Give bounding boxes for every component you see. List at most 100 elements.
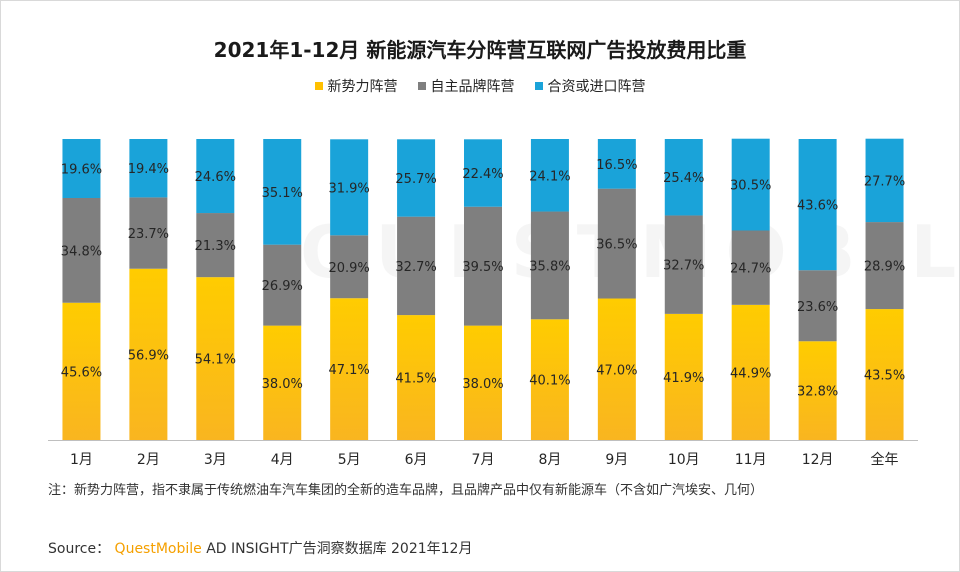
data-label: 28.9% bbox=[864, 260, 905, 275]
data-label: 43.5% bbox=[864, 369, 905, 384]
x-tick-label: 全年 bbox=[871, 451, 899, 468]
legend-swatch-new-forces bbox=[314, 82, 323, 90]
x-tick-label: 11月 bbox=[735, 452, 767, 468]
data-label: 32.7% bbox=[395, 260, 436, 275]
bar-segment bbox=[330, 139, 369, 236]
bar-segment bbox=[129, 197, 168, 269]
data-label: 21.3% bbox=[195, 239, 236, 254]
legend-label-joint-import: 合资或进口阵营 bbox=[547, 79, 646, 95]
legend-item-joint-import: 合资或进口阵营 bbox=[534, 76, 646, 96]
bar-segment bbox=[798, 139, 837, 271]
bar-segment bbox=[330, 298, 369, 440]
bar-segment bbox=[196, 139, 235, 214]
data-label: 47.1% bbox=[328, 363, 369, 378]
bar-segment bbox=[464, 325, 502, 440]
bar-segment bbox=[530, 211, 569, 320]
footnote: 注：新势力阵营，指不隶属于传统燃油车汽车集团的全新的造车品牌，且品牌产品中仅有新… bbox=[48, 483, 764, 498]
stacked-bar-chart: 45.6% 34.8% 19.6% 1月 56.9% 23.7% 19.4% 2月 54.1% 2… bbox=[48, 138, 918, 468]
source-rest: AD INSIGHT广告洞察数据库 2021年12月 bbox=[206, 541, 473, 557]
data-label: 44.9% bbox=[730, 366, 771, 381]
bar-segment bbox=[865, 138, 904, 223]
bar-segment bbox=[530, 319, 569, 440]
bar-segment bbox=[597, 139, 636, 189]
data-label: 24.1% bbox=[529, 169, 570, 184]
bar-segment bbox=[865, 309, 904, 440]
data-label: 31.9% bbox=[328, 181, 369, 196]
x-tick-label: 7月 bbox=[472, 452, 495, 468]
x-tick-label: 1月 bbox=[70, 452, 93, 468]
legend: 新势力阵营 自主品牌阵营 合资或进口阵营 bbox=[0, 76, 960, 96]
bar-segment bbox=[62, 302, 101, 440]
legend-label-new-forces: 新势力阵营 bbox=[327, 79, 398, 95]
bar-segment bbox=[62, 139, 101, 198]
bar-segment bbox=[397, 315, 436, 440]
x-tick-label: 3月 bbox=[204, 452, 227, 468]
bar-segment bbox=[263, 244, 302, 326]
x-tick-label: 10月 bbox=[668, 452, 700, 468]
data-label: 41.5% bbox=[395, 372, 436, 387]
bar-segment bbox=[731, 304, 770, 440]
bar-segment bbox=[798, 270, 837, 342]
bar-segment bbox=[664, 313, 703, 440]
data-label: 19.6% bbox=[61, 162, 102, 177]
bar-segment bbox=[731, 138, 770, 231]
legend-swatch-joint-import bbox=[534, 82, 543, 90]
data-label: 54.1% bbox=[195, 353, 236, 368]
source-brand: QuestMobile bbox=[114, 541, 202, 557]
x-tick-label: 2月 bbox=[137, 452, 160, 468]
bar-segment bbox=[664, 215, 703, 314]
bar-segment bbox=[129, 139, 168, 198]
bar-segment bbox=[397, 139, 436, 217]
chart-title: 2021年1-12月 新能源汽车分阵营互联网广告投放费用比重 bbox=[213, 38, 747, 62]
legend-item-new-forces: 新势力阵营 bbox=[314, 76, 398, 96]
data-label: 43.6% bbox=[797, 199, 838, 214]
bar-segment bbox=[731, 230, 770, 305]
data-label: 30.5% bbox=[730, 179, 771, 194]
data-label: 39.5% bbox=[462, 260, 503, 275]
bar-segment bbox=[196, 277, 235, 440]
data-label: 38.0% bbox=[262, 377, 303, 392]
bar-segment bbox=[798, 341, 837, 440]
bar-segment bbox=[129, 268, 168, 440]
legend-swatch-domestic bbox=[417, 82, 426, 90]
legend-item-domestic: 自主品牌阵营 bbox=[417, 76, 515, 96]
bar-segment bbox=[62, 197, 101, 303]
data-label: 34.8% bbox=[61, 244, 102, 259]
x-tick-label: 6月 bbox=[405, 452, 428, 468]
data-label: 24.6% bbox=[195, 170, 236, 185]
source-line: Source： QuestMobile AD INSIGHT广告洞察数据库 20… bbox=[48, 538, 472, 558]
data-label: 25.4% bbox=[663, 171, 704, 186]
data-label: 23.6% bbox=[797, 300, 838, 315]
data-label: 20.9% bbox=[328, 261, 369, 276]
data-label: 23.7% bbox=[128, 227, 169, 242]
bar-segment bbox=[397, 216, 436, 316]
bar-segment bbox=[597, 188, 636, 299]
bar-segment bbox=[196, 213, 235, 278]
data-label: 35.1% bbox=[262, 186, 303, 201]
data-label: 47.0% bbox=[596, 363, 637, 378]
data-label: 56.9% bbox=[128, 348, 169, 363]
data-label: 19.4% bbox=[128, 162, 169, 177]
data-label: 22.4% bbox=[462, 167, 503, 182]
data-label: 27.7% bbox=[864, 174, 905, 189]
bar-segment bbox=[597, 298, 636, 440]
bar-segment bbox=[530, 139, 569, 212]
data-label: 40.1% bbox=[529, 374, 570, 389]
data-label: 41.9% bbox=[663, 371, 704, 386]
data-label: 25.7% bbox=[395, 172, 436, 187]
bar-segment bbox=[664, 139, 703, 216]
legend-label-domestic: 自主品牌阵营 bbox=[430, 79, 515, 95]
data-label: 26.9% bbox=[262, 279, 303, 294]
data-label: 16.5% bbox=[596, 158, 637, 173]
data-label: 32.8% bbox=[797, 385, 838, 400]
data-label: 24.7% bbox=[730, 262, 771, 277]
data-label: 38.0% bbox=[462, 377, 503, 392]
x-tick-label: 5月 bbox=[338, 452, 361, 468]
bar-segment bbox=[865, 222, 904, 310]
x-tick-label: 4月 bbox=[271, 452, 294, 468]
x-tick-label: 9月 bbox=[605, 452, 628, 468]
bar-segment bbox=[330, 235, 369, 299]
x-tick-label: 8月 bbox=[538, 452, 561, 468]
bar-segment bbox=[263, 139, 302, 245]
data-label: 36.5% bbox=[596, 238, 637, 253]
